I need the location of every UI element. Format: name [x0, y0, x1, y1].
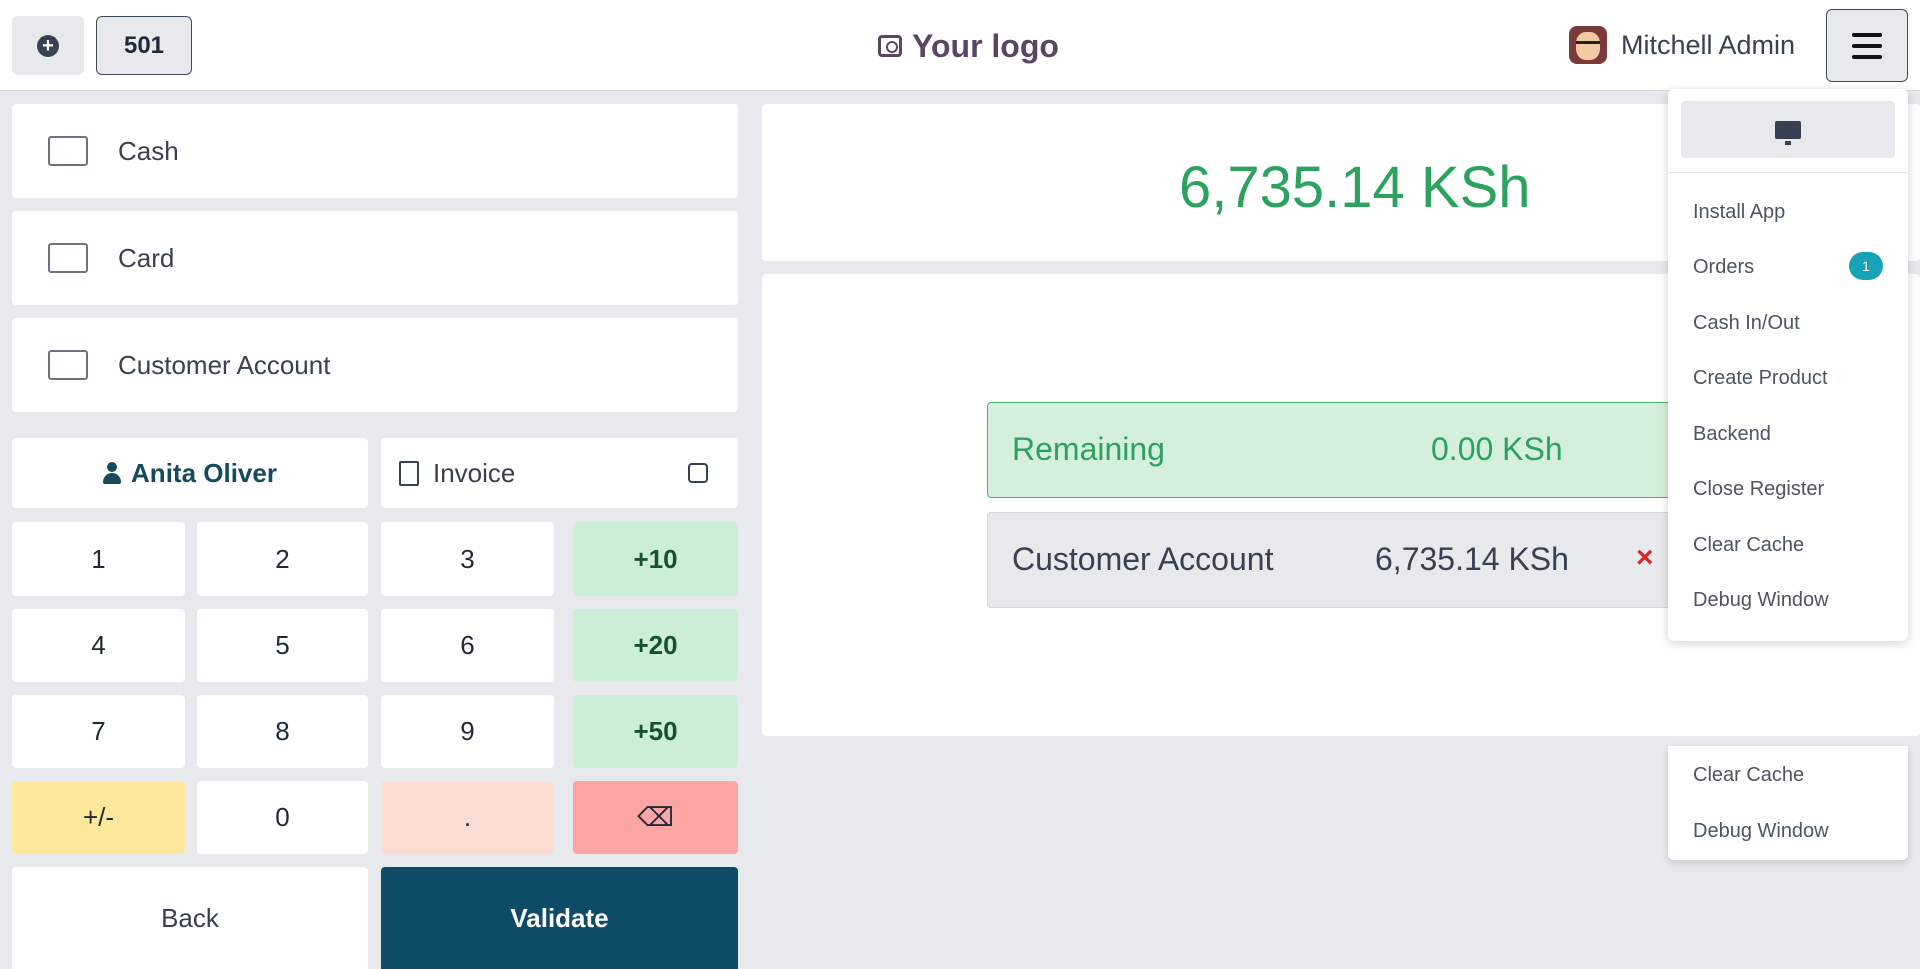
- numpad-key-7[interactable]: 7: [12, 695, 185, 768]
- ghost-item-clear-cache[interactable]: Clear Cache: [1693, 764, 1805, 786]
- back-button[interactable]: Back: [12, 867, 368, 969]
- menu-item-debug-window[interactable]: Debug Window: [1693, 589, 1829, 611]
- camera-icon: [878, 35, 902, 57]
- remaining-line: Remaining 0.00 KSh: [987, 402, 1687, 498]
- top-navbar: + 501 Your logo Mitchell Admin: [0, 0, 1920, 91]
- cash-icon: [48, 136, 88, 166]
- new-order-button[interactable]: +: [12, 16, 84, 75]
- menu-item-close-register[interactable]: Close Register: [1693, 478, 1825, 500]
- numpad-key-plus10[interactable]: +10: [573, 522, 738, 596]
- invoice-checkbox[interactable]: [688, 463, 708, 483]
- avatar: [1569, 26, 1607, 64]
- payment-line-method: Customer Account: [1012, 541, 1274, 577]
- orders-count-badge: 1: [1849, 252, 1883, 280]
- menu-item-orders[interactable]: Orders: [1693, 256, 1755, 278]
- customer-name: Anita Oliver: [131, 457, 277, 488]
- hamburger-menu-button[interactable]: [1826, 9, 1908, 82]
- numpad-key-1[interactable]: 1: [12, 522, 185, 596]
- logo-text: Your logo: [912, 27, 1059, 64]
- remaining-value: 0.00 KSh: [1431, 431, 1563, 467]
- payment-method-card[interactable]: Card: [12, 211, 738, 305]
- validate-button[interactable]: Validate: [381, 867, 738, 969]
- payment-method-customer-account[interactable]: Customer Account: [12, 318, 738, 412]
- user-icon: [103, 462, 122, 484]
- company-logo: Your logo: [878, 24, 1059, 68]
- main-menu-dropdown: Install App Orders 1 Cash In/Out Create …: [1668, 89, 1908, 641]
- payment-method-label: Card: [118, 242, 175, 273]
- numpad-key-5[interactable]: 5: [197, 609, 368, 682]
- payment-method-label: Cash: [118, 135, 179, 166]
- total-amount: 6,735.14 KSh: [1179, 155, 1531, 220]
- wallet-clock-icon: [48, 350, 88, 380]
- customer-display-button[interactable]: [1681, 101, 1895, 158]
- numpad-key-2[interactable]: 2: [197, 522, 368, 596]
- numpad-key-sign[interactable]: +/-: [12, 781, 185, 854]
- menu-ghost-remnant: Clear Cache Debug Window: [1668, 746, 1908, 860]
- menu-item-clear-cache[interactable]: Clear Cache: [1693, 534, 1805, 556]
- numpad-key-3[interactable]: 3: [381, 522, 554, 596]
- numpad-key-6[interactable]: 6: [381, 609, 554, 682]
- order-number-button[interactable]: 501: [96, 16, 192, 75]
- payment-method-label: Customer Account: [118, 349, 331, 380]
- numpad-key-4[interactable]: 4: [12, 609, 185, 682]
- document-icon: [399, 460, 419, 486]
- numpad-key-0[interactable]: 0: [197, 781, 368, 854]
- menu-divider: [1668, 172, 1908, 173]
- menu-item-create-product[interactable]: Create Product: [1693, 367, 1828, 389]
- numpad-key-backspace[interactable]: ⌫: [573, 781, 738, 854]
- numpad-key-plus50[interactable]: +50: [573, 695, 738, 768]
- numpad-key-decimal[interactable]: .: [381, 781, 554, 854]
- remaining-label: Remaining: [1012, 431, 1165, 467]
- delete-payment-icon[interactable]: ×: [1636, 541, 1654, 574]
- ghost-item-debug-window[interactable]: Debug Window: [1693, 820, 1829, 842]
- payment-line[interactable]: Customer Account 6,735.14 KSh ×: [987, 512, 1687, 608]
- payment-line-amount: 6,735.14 KSh: [1375, 541, 1569, 577]
- menu-item-backend[interactable]: Backend: [1693, 423, 1771, 445]
- monitor-icon: [1775, 120, 1801, 145]
- numpad-key-8[interactable]: 8: [197, 695, 368, 768]
- menu-item-cash-in-out[interactable]: Cash In/Out: [1693, 312, 1800, 334]
- numpad-key-9[interactable]: 9: [381, 695, 554, 768]
- invoice-toggle[interactable]: Invoice: [381, 438, 738, 508]
- hamburger-icon: [1852, 32, 1882, 37]
- menu-item-install-app[interactable]: Install App: [1693, 201, 1786, 223]
- plus-circle-icon: +: [37, 34, 59, 57]
- invoice-label: Invoice: [433, 457, 516, 488]
- cashier-selector[interactable]: Mitchell Admin: [1569, 26, 1795, 64]
- customer-button[interactable]: Anita Oliver: [12, 438, 368, 508]
- numpad-key-plus20[interactable]: +20: [573, 609, 738, 682]
- payment-method-cash[interactable]: Cash: [12, 104, 738, 198]
- card-icon: [48, 243, 88, 273]
- user-name: Mitchell Admin: [1621, 29, 1796, 60]
